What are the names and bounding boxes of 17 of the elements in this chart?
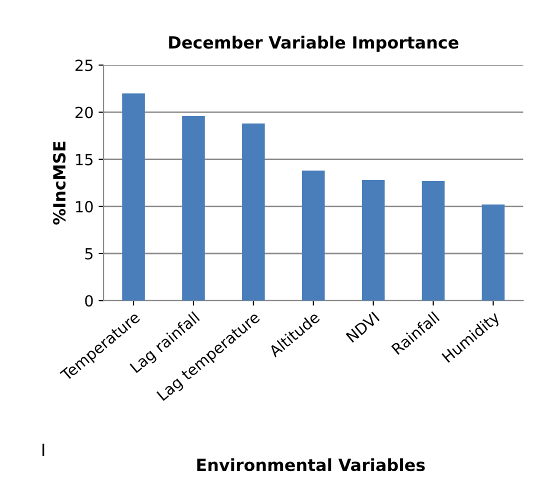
- bar: [182, 116, 205, 301]
- bar: [122, 93, 145, 301]
- y-tick-label: 10: [76, 200, 93, 212]
- bar: [362, 180, 385, 301]
- text: I: [42, 444, 44, 456]
- chart-title: December Variable Importance: [169, 36, 458, 52]
- x-axis-title: Environmental Variables: [197, 458, 425, 472]
- y-tick-label: 25: [76, 60, 92, 72]
- y-axis-title: %IncMSE: [52, 142, 66, 225]
- bar: [422, 180, 445, 301]
- y-tick-label: 0: [85, 295, 93, 307]
- bar: [482, 204, 505, 301]
- y-tick-label: 5: [85, 248, 92, 260]
- bar: [242, 124, 265, 301]
- y-tick-label: 15: [76, 154, 92, 166]
- bar: [302, 170, 325, 301]
- y-tick-label: 20: [76, 106, 93, 118]
